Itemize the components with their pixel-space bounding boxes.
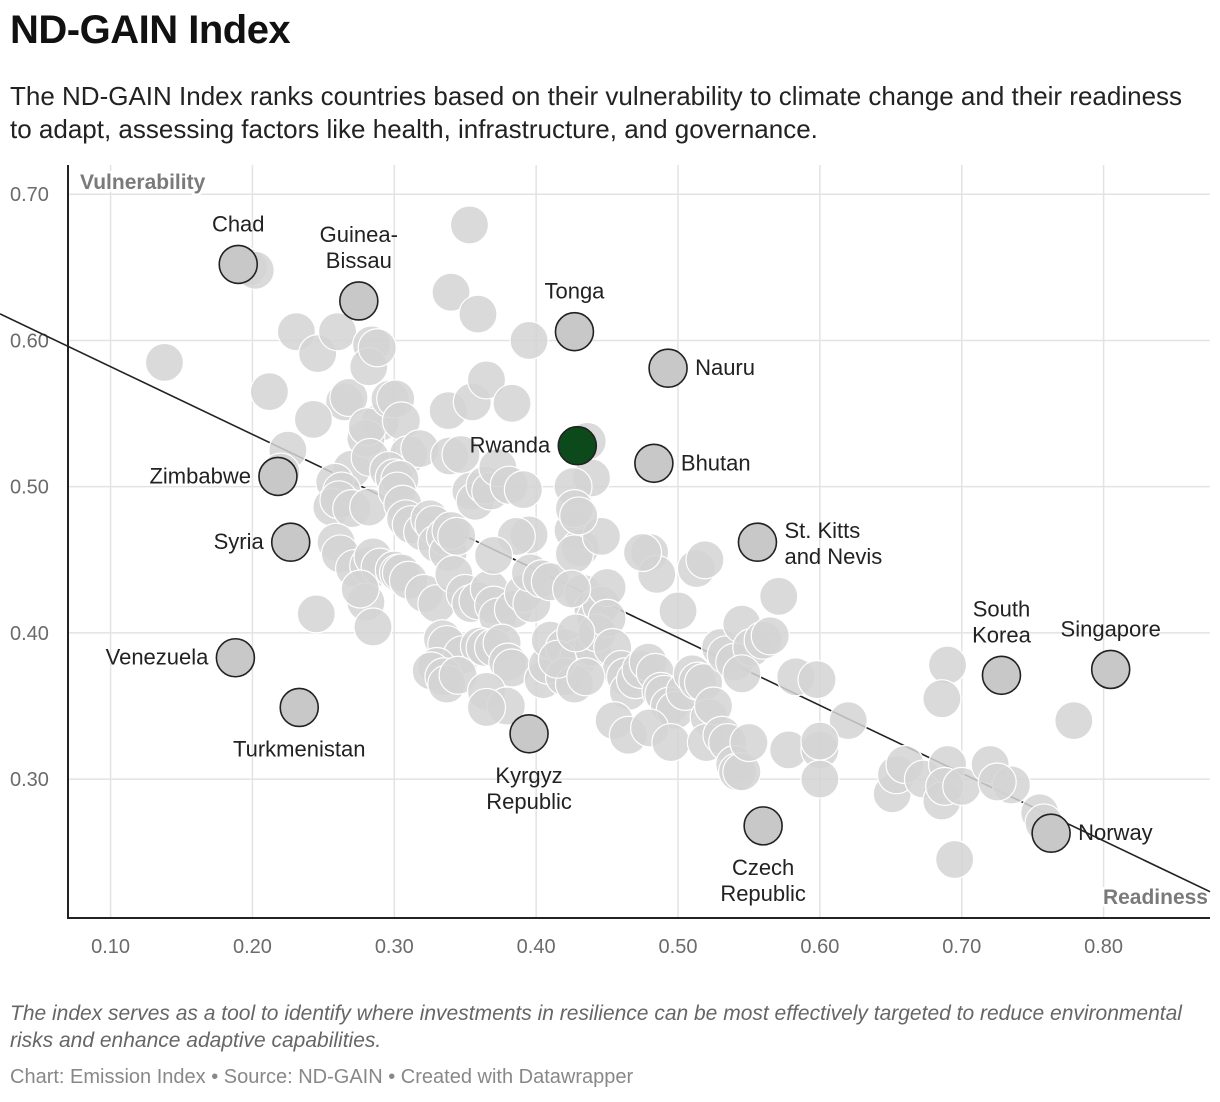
- y-tick-label: 0.70: [10, 184, 49, 206]
- data-point: [759, 576, 799, 616]
- data-point: [431, 272, 471, 312]
- data-point: [559, 496, 599, 536]
- country-point-chad: [218, 244, 259, 285]
- x-tick-label: 0.80: [1084, 936, 1123, 958]
- country-point-norway: [1031, 813, 1071, 853]
- country-point-bhutan: [634, 443, 674, 484]
- data-point: [927, 645, 968, 685]
- country-point-tonga: [554, 311, 595, 352]
- country-point-syria: [270, 522, 311, 563]
- data-point: [722, 654, 762, 694]
- data-point: [622, 532, 663, 573]
- chart-title: ND-GAIN Index: [10, 8, 291, 52]
- data-point: [357, 328, 397, 368]
- country-label: Turkmenistan: [233, 736, 365, 761]
- country-label: Chad: [212, 211, 265, 236]
- x-axis-title: Readiness: [1103, 886, 1208, 909]
- data-point: [1054, 701, 1094, 741]
- data-point: [353, 607, 393, 647]
- chart-subtitle: The ND-GAIN Index ranks countries based …: [10, 81, 1183, 144]
- data-point: [473, 535, 514, 575]
- country-label: Guinea-Bissau: [320, 222, 398, 273]
- country-point-kyrgyz-republic: [509, 713, 549, 754]
- data-point: [340, 569, 380, 609]
- country-label: Kyrgyz Republic: [486, 763, 572, 814]
- country-label: South Korea: [972, 596, 1031, 647]
- data-point: [651, 722, 691, 763]
- data-point: [509, 320, 549, 361]
- x-tick-label: 0.10: [91, 936, 130, 958]
- x-tick-label: 0.70: [942, 936, 981, 958]
- data-point: [935, 839, 975, 880]
- country-label: Venezuela: [106, 645, 210, 670]
- data-point: [658, 591, 698, 631]
- country-point-singapore: [1090, 649, 1131, 690]
- country-label: Norway: [1078, 820, 1153, 845]
- x-tick-label: 0.20: [233, 936, 272, 958]
- tick-labels: 0.10 0.20 0.30 0.40 0.50 0.60 0.70 0.80 0.30 0.40…: [10, 184, 1123, 958]
- country-point-st-kitts-and-nevis: [737, 522, 778, 563]
- data-point: [556, 613, 596, 653]
- country-label: Bhutan: [681, 450, 751, 475]
- country-point-nauru: [648, 348, 688, 389]
- x-tick-label: 0.60: [800, 936, 839, 958]
- data-point: [144, 342, 185, 382]
- country-point-zimbabwe: [258, 456, 298, 497]
- axes: Vulnerability Readiness: [67, 165, 1211, 919]
- data-point: [828, 701, 868, 741]
- country-label: Tonga: [544, 279, 605, 304]
- country-label: Syria: [214, 529, 265, 554]
- data-point: [750, 616, 790, 656]
- country-label: St. Kitts and Nevis: [784, 518, 882, 569]
- country-label: Nauru: [695, 355, 755, 380]
- x-tick-label: 0.40: [517, 936, 556, 958]
- data-point: [466, 360, 507, 400]
- data-point: [729, 722, 769, 763]
- data-point: [458, 294, 498, 334]
- data-point: [977, 762, 1017, 802]
- data-point: [293, 399, 334, 440]
- data-point: [492, 383, 532, 423]
- chart-footer: Chart: Emission Index • Source: ND-GAIN …: [10, 1066, 634, 1088]
- chart-notes: The index serves as a tool to identify w…: [10, 1002, 1182, 1052]
- data-point: [329, 377, 369, 418]
- country-label: Zimbabwe: [149, 463, 250, 488]
- country-point-czech-republic: [743, 806, 783, 846]
- data-point: [503, 469, 543, 510]
- data-point: [800, 721, 840, 761]
- country-point-turkmenistan: [279, 687, 320, 728]
- background-points: [144, 205, 1094, 880]
- country-label: Rwanda: [470, 433, 551, 458]
- data-point: [449, 205, 490, 245]
- data-point: [552, 569, 592, 609]
- point-labels: Chad Guinea-Bissau Tonga Nauru Rwanda Bhutan Z…: [106, 211, 1161, 905]
- labeled-points: [215, 244, 1131, 853]
- data-point: [317, 312, 358, 352]
- y-tick-label: 0.60: [10, 330, 49, 352]
- country-point-rwanda: [557, 425, 598, 466]
- data-point: [441, 434, 481, 475]
- x-tick-label: 0.30: [375, 936, 414, 958]
- country-label: Czech Republic: [720, 855, 806, 906]
- country-label: Singapore: [1061, 616, 1161, 641]
- data-point: [685, 540, 725, 580]
- country-point-venezuela: [215, 637, 256, 678]
- country-point-south-korea: [981, 655, 1022, 696]
- data-point: [566, 657, 606, 697]
- x-tick-label: 0.50: [659, 936, 698, 958]
- y-tick-label: 0.50: [10, 477, 49, 499]
- data-point: [249, 372, 290, 412]
- data-point: [922, 679, 962, 719]
- data-point: [296, 594, 336, 634]
- data-point: [800, 759, 840, 799]
- y-tick-label: 0.30: [10, 769, 49, 791]
- y-axis-title: Vulnerability: [80, 171, 206, 194]
- country-point-guinea-bissau: [339, 281, 379, 321]
- data-point: [466, 687, 507, 728]
- data-point: [437, 516, 477, 556]
- scatter-plot: 0.10 0.20 0.30 0.40 0.50 0.60 0.70 0.80 0.30 0.40…: [0, 165, 1211, 958]
- data-point: [797, 660, 837, 700]
- y-tick-label: 0.40: [10, 623, 49, 645]
